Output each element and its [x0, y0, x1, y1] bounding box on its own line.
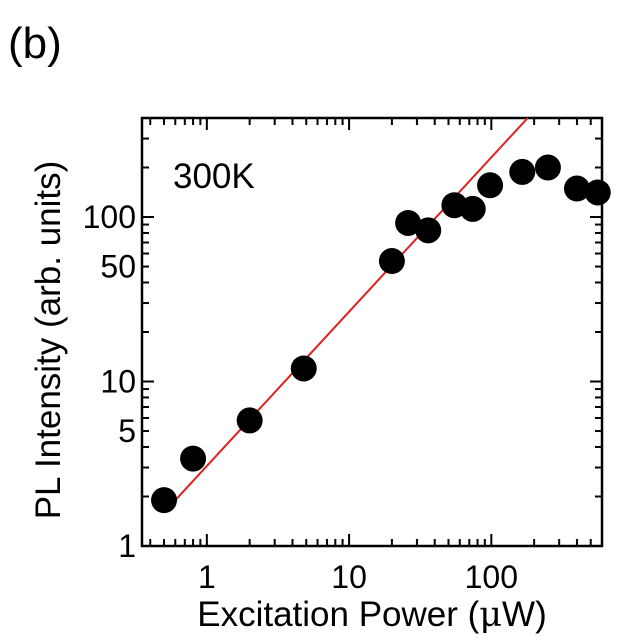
- data-point: [563, 175, 590, 202]
- data-point: [290, 355, 317, 382]
- y-tick-labels: 1 5 10 50 100: [83, 199, 136, 564]
- data-point: [584, 179, 611, 206]
- data-point: [180, 445, 207, 472]
- x-tick-label: 1: [198, 559, 216, 595]
- y-tick-label: 10: [100, 364, 136, 400]
- temperature-annotation: 300K: [173, 157, 255, 196]
- data-point: [477, 172, 504, 199]
- fit-line: [163, 117, 529, 514]
- x-axis-title-unit-symbol: μ: [479, 595, 502, 635]
- x-axis-title: Excitation Power (μW): [197, 595, 547, 635]
- y-axis-title: PL Intensity (arb. units): [29, 161, 68, 520]
- data-point: [459, 195, 486, 222]
- data-point: [415, 217, 442, 244]
- data-point: [236, 407, 263, 434]
- y-tick-label: 5: [118, 413, 136, 449]
- x-axis-title-main: Excitation Power (: [197, 595, 479, 634]
- data-point: [151, 487, 178, 514]
- data-points: [151, 154, 611, 514]
- x-tick-labels: 1 10 100: [198, 559, 518, 595]
- tick-marks: [142, 117, 603, 547]
- y-tick-label: 100: [83, 199, 136, 235]
- fit-line-group: [163, 117, 529, 514]
- data-point: [395, 209, 422, 236]
- x-tick-label: 10: [331, 559, 367, 595]
- x-axis-title-unit-rest: W): [502, 595, 547, 634]
- y-tick-label: 50: [100, 249, 136, 285]
- panel-label: (b): [8, 19, 62, 68]
- data-point: [509, 158, 536, 185]
- data-point: [534, 154, 561, 181]
- y-tick-label: 1: [118, 528, 136, 564]
- data-point: [378, 248, 405, 275]
- x-tick-label: 100: [465, 559, 518, 595]
